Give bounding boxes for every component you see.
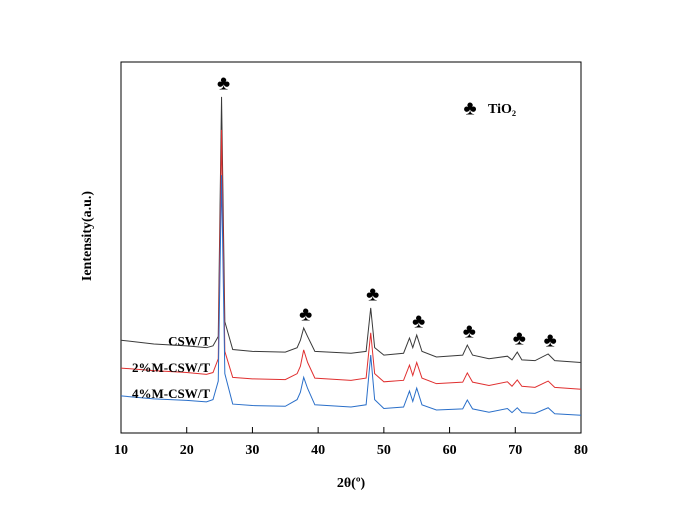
- peak-marker: ♣: [463, 321, 476, 343]
- peak-marker: ♣: [544, 330, 557, 352]
- legend-symbol: ♣: [463, 98, 476, 120]
- series-label: 2%M-CSW/T: [132, 360, 210, 375]
- peak-marker: ♣: [217, 72, 230, 94]
- x-tick-label: 70: [508, 443, 522, 458]
- x-tick-label: 10: [114, 443, 128, 458]
- series-label: 4%M-CSW/T: [132, 386, 210, 401]
- peak-marker: ♣: [366, 284, 379, 306]
- x-tick-label: 40: [311, 443, 325, 458]
- legend-label: TiO₂: [488, 102, 516, 117]
- x-tick-label: 60: [443, 443, 457, 458]
- series-line: [120, 129, 582, 390]
- y-axis-label: Ientensity(a.u.): [80, 191, 95, 282]
- x-tick-label: 20: [180, 443, 194, 458]
- series-label: CSW/T: [168, 333, 210, 348]
- x-tick-label: 50: [377, 443, 391, 458]
- x-axis-label: 2θ(º): [337, 476, 366, 491]
- series-line: [120, 175, 582, 416]
- x-tick-label: 80: [574, 443, 588, 458]
- peak-marker: ♣: [299, 304, 312, 326]
- x-tick-label: 30: [245, 443, 259, 458]
- series-line: [120, 96, 582, 364]
- peak-marker: ♣: [412, 311, 425, 333]
- peak-marker: ♣: [513, 328, 526, 350]
- plot-frame: [120, 61, 582, 434]
